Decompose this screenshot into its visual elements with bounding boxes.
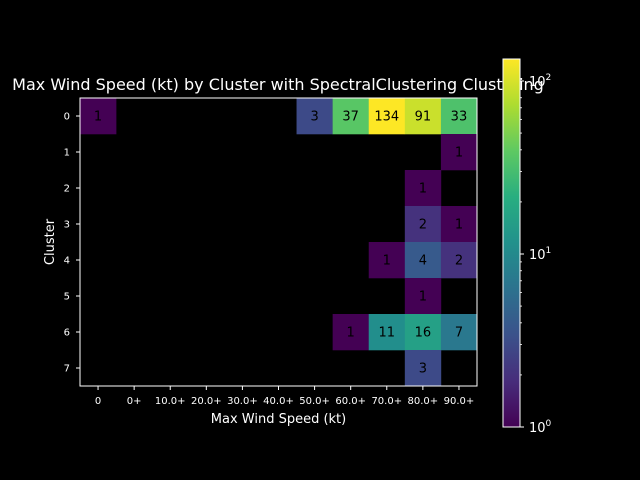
x-tick-label: 20.0+ <box>191 396 222 407</box>
x-tick-label: 80.0+ <box>408 396 439 407</box>
heatmap-cell <box>332 98 370 135</box>
y-tick-label: 7 <box>64 364 70 375</box>
x-tick-label: 0 <box>95 396 101 407</box>
x-tick-label: 90.0+ <box>444 396 475 407</box>
colorbar-tick-label: 102 <box>529 73 551 90</box>
heatmap-cell <box>404 242 442 279</box>
cell-value-label: 7 <box>455 326 463 341</box>
x-tick-label: 50.0+ <box>299 396 330 407</box>
heatmap-cell <box>440 314 478 351</box>
colorbar-ticks: 100 101 102 <box>520 73 552 436</box>
cell-value-label: 91 <box>415 110 432 125</box>
y-axis-label: Cluster <box>43 218 58 265</box>
colorbar-tick-label: 101 <box>529 246 551 263</box>
cell-value-label: 1 <box>419 290 427 305</box>
y-tick-label: 6 <box>64 328 70 339</box>
y-tick-label: 5 <box>64 292 70 303</box>
x-tick-label: 60.0+ <box>335 396 366 407</box>
cell-value-label: 2 <box>419 218 427 233</box>
heatmap-cell <box>404 278 442 315</box>
colorbar <box>502 58 521 428</box>
cell-value-label: 11 <box>378 326 395 341</box>
heatmap-cell <box>440 242 478 279</box>
x-tick-label: 40.0+ <box>263 396 294 407</box>
heatmap-cell <box>440 206 478 243</box>
y-tick-label: 1 <box>64 148 70 159</box>
heatmap-cell <box>404 350 442 387</box>
chart-title: Max Wind Speed (kt) by Cluster with Spec… <box>12 75 544 94</box>
heatmap-cell <box>332 314 370 351</box>
cell-value-label: 16 <box>415 326 432 341</box>
x-axis-label: Max Wind Speed (kt) <box>211 412 346 427</box>
heatmap-cell <box>368 314 406 351</box>
heatmap-cell <box>440 98 478 135</box>
cell-value-label: 134 <box>374 110 399 125</box>
heatmap-cell <box>80 98 117 135</box>
cell-value-label: 37 <box>342 110 359 125</box>
y-tick-label: 4 <box>64 256 70 267</box>
heatmap-cell <box>368 98 406 135</box>
cell-value-label: 1 <box>419 182 427 197</box>
cell-value-label: 3 <box>419 362 427 377</box>
heatmap-cell <box>440 134 478 171</box>
cell-value-label: 1 <box>455 218 463 233</box>
heatmap-cell <box>404 170 442 207</box>
y-tick-label: 2 <box>64 184 70 195</box>
y-tick-label: 0 <box>64 112 70 123</box>
x-tick-label: 0+ <box>127 396 142 407</box>
cell-value-label: 1 <box>94 110 102 125</box>
cell-value-label: 3 <box>310 110 318 125</box>
y-tick-label: 3 <box>64 220 70 231</box>
x-tick-label: 70.0+ <box>371 396 402 407</box>
cell-value-label: 4 <box>419 254 427 269</box>
heatmap-cell <box>368 242 406 279</box>
heatmap-cell <box>404 314 442 351</box>
cell-value-label: 2 <box>455 254 463 269</box>
cell-value-label: 33 <box>451 110 468 125</box>
cell-value-label: 1 <box>383 254 391 269</box>
heatmap-cells <box>80 98 478 387</box>
colorbar-tick-label: 100 <box>529 419 552 436</box>
y-axis-ticks: 0 1 2 3 4 5 6 7 <box>64 112 80 375</box>
heatmap-cell <box>296 98 333 135</box>
cell-value-label: 1 <box>347 326 355 341</box>
heatmap-cell <box>404 206 442 243</box>
x-tick-label: 10.0+ <box>155 396 186 407</box>
x-axis-ticks: 0 0+ 10.0+ 20.0+ 30.0+ 40.0+ 50.0+ 60.0+ 70.0+ 80… <box>95 386 474 407</box>
x-tick-label: 30.0+ <box>227 396 258 407</box>
cell-value-label: 1 <box>455 146 463 161</box>
heatmap-cell <box>404 98 442 135</box>
